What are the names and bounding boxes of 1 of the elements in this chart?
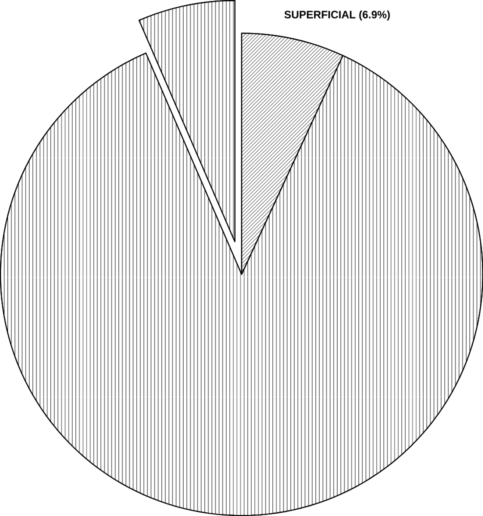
slice-label: SUPERFICIAL (6.9%) — [284, 10, 390, 21]
